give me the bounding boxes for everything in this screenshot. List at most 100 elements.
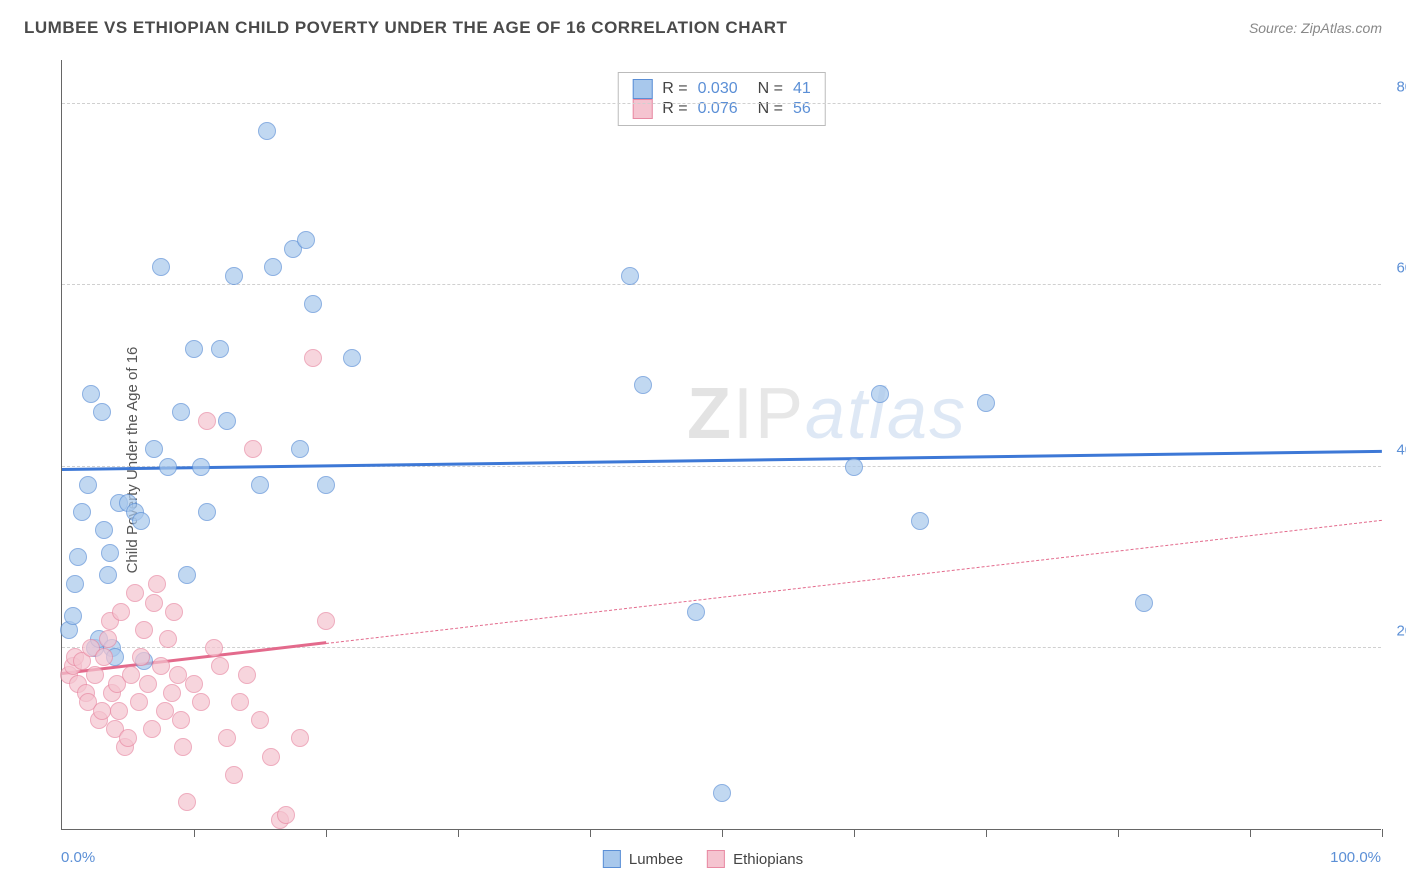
data-point [192, 458, 210, 476]
data-point [291, 729, 309, 747]
data-point [143, 720, 161, 738]
data-point [304, 349, 322, 367]
stat-n-label: N = [758, 80, 783, 98]
legend-label: Ethiopians [733, 851, 803, 868]
data-point [317, 612, 335, 630]
x-axis-tick [1118, 829, 1119, 837]
data-point [251, 711, 269, 729]
data-point [69, 548, 87, 566]
y-axis-tick-label: 20.0% [1396, 622, 1406, 639]
data-point [198, 503, 216, 521]
stats-legend: R = 0.030 N = 41R =0.076N =56 [617, 72, 826, 126]
data-point [163, 684, 181, 702]
header: LUMBEE VS ETHIOPIAN CHILD POVERTY UNDER … [10, 10, 1396, 50]
x-axis-tick [458, 829, 459, 837]
y-axis-tick-label: 80.0% [1396, 79, 1406, 96]
chart-container: LUMBEE VS ETHIOPIAN CHILD POVERTY UNDER … [0, 0, 1406, 892]
data-point [165, 603, 183, 621]
x-axis-label-max: 100.0% [1330, 849, 1381, 866]
data-point [343, 349, 361, 367]
data-point [152, 258, 170, 276]
data-point [79, 476, 97, 494]
legend-item: Ethiopians [707, 850, 803, 868]
watermark: ZIPatlas [687, 373, 967, 455]
x-axis-tick [194, 829, 195, 837]
y-axis-tick-label: 40.0% [1396, 441, 1406, 458]
data-point [178, 566, 196, 584]
data-point [132, 648, 150, 666]
data-point [82, 385, 100, 403]
data-point [262, 748, 280, 766]
data-point [93, 702, 111, 720]
data-point [845, 458, 863, 476]
stat-n-value: 41 [793, 80, 811, 98]
data-point [291, 440, 309, 458]
source-name: ZipAtlas.com [1301, 20, 1382, 36]
stats-legend-row: R = 0.030 N = 41 [632, 79, 811, 99]
data-point [148, 575, 166, 593]
stats-legend-row: R =0.076N =56 [632, 99, 811, 119]
data-point [258, 122, 276, 140]
gridline [62, 103, 1381, 104]
data-point [95, 521, 113, 539]
data-point [86, 666, 104, 684]
data-point [1135, 594, 1153, 612]
chart-area: Child Poverty Under the Age of 16 ZIPatl… [13, 50, 1393, 870]
data-point [225, 766, 243, 784]
data-point [687, 603, 705, 621]
data-point [172, 403, 190, 421]
legend-swatch [632, 99, 652, 119]
data-point [185, 675, 203, 693]
data-point [977, 394, 995, 412]
data-point [159, 630, 177, 648]
y-axis-tick-label: 60.0% [1396, 260, 1406, 277]
series-legend: Lumbee Ethiopians [603, 850, 803, 868]
legend-swatch [707, 850, 725, 868]
data-point [126, 584, 144, 602]
data-point [192, 693, 210, 711]
gridline [62, 284, 1381, 285]
data-point [145, 594, 163, 612]
legend-swatch [603, 850, 621, 868]
data-point [621, 267, 639, 285]
data-point [297, 231, 315, 249]
stat-r-label: R = [662, 80, 687, 98]
data-point [66, 575, 84, 593]
data-point [264, 258, 282, 276]
data-point [101, 544, 119, 562]
source-attribution: Source: ZipAtlas.com [1249, 20, 1382, 36]
data-point [119, 729, 137, 747]
plot-area: ZIPatlas R =0.030N =41R =0.076N =56 20.0… [61, 60, 1381, 830]
data-point [110, 702, 128, 720]
data-point [145, 440, 163, 458]
data-point [93, 403, 111, 421]
data-point [135, 621, 153, 639]
legend-item: Lumbee [603, 850, 683, 868]
trend-line [326, 520, 1382, 644]
data-point [304, 295, 322, 313]
data-point [244, 440, 262, 458]
chart-title: LUMBEE VS ETHIOPIAN CHILD POVERTY UNDER … [24, 18, 787, 38]
data-point [99, 566, 117, 584]
watermark-z: Z [687, 374, 733, 454]
data-point [231, 693, 249, 711]
data-point [634, 376, 652, 394]
data-point [317, 476, 335, 494]
data-point [132, 512, 150, 530]
data-point [225, 267, 243, 285]
data-point [112, 603, 130, 621]
data-point [277, 806, 295, 824]
data-point [73, 503, 91, 521]
stat-r-value: 0.030 [698, 80, 738, 98]
data-point [198, 412, 216, 430]
data-point [251, 476, 269, 494]
watermark-ip: IP [733, 374, 805, 454]
data-point [95, 648, 113, 666]
data-point [205, 639, 223, 657]
data-point [99, 630, 117, 648]
data-point [174, 738, 192, 756]
legend-swatch [632, 79, 652, 99]
data-point [64, 607, 82, 625]
data-point [178, 793, 196, 811]
data-point [139, 675, 157, 693]
